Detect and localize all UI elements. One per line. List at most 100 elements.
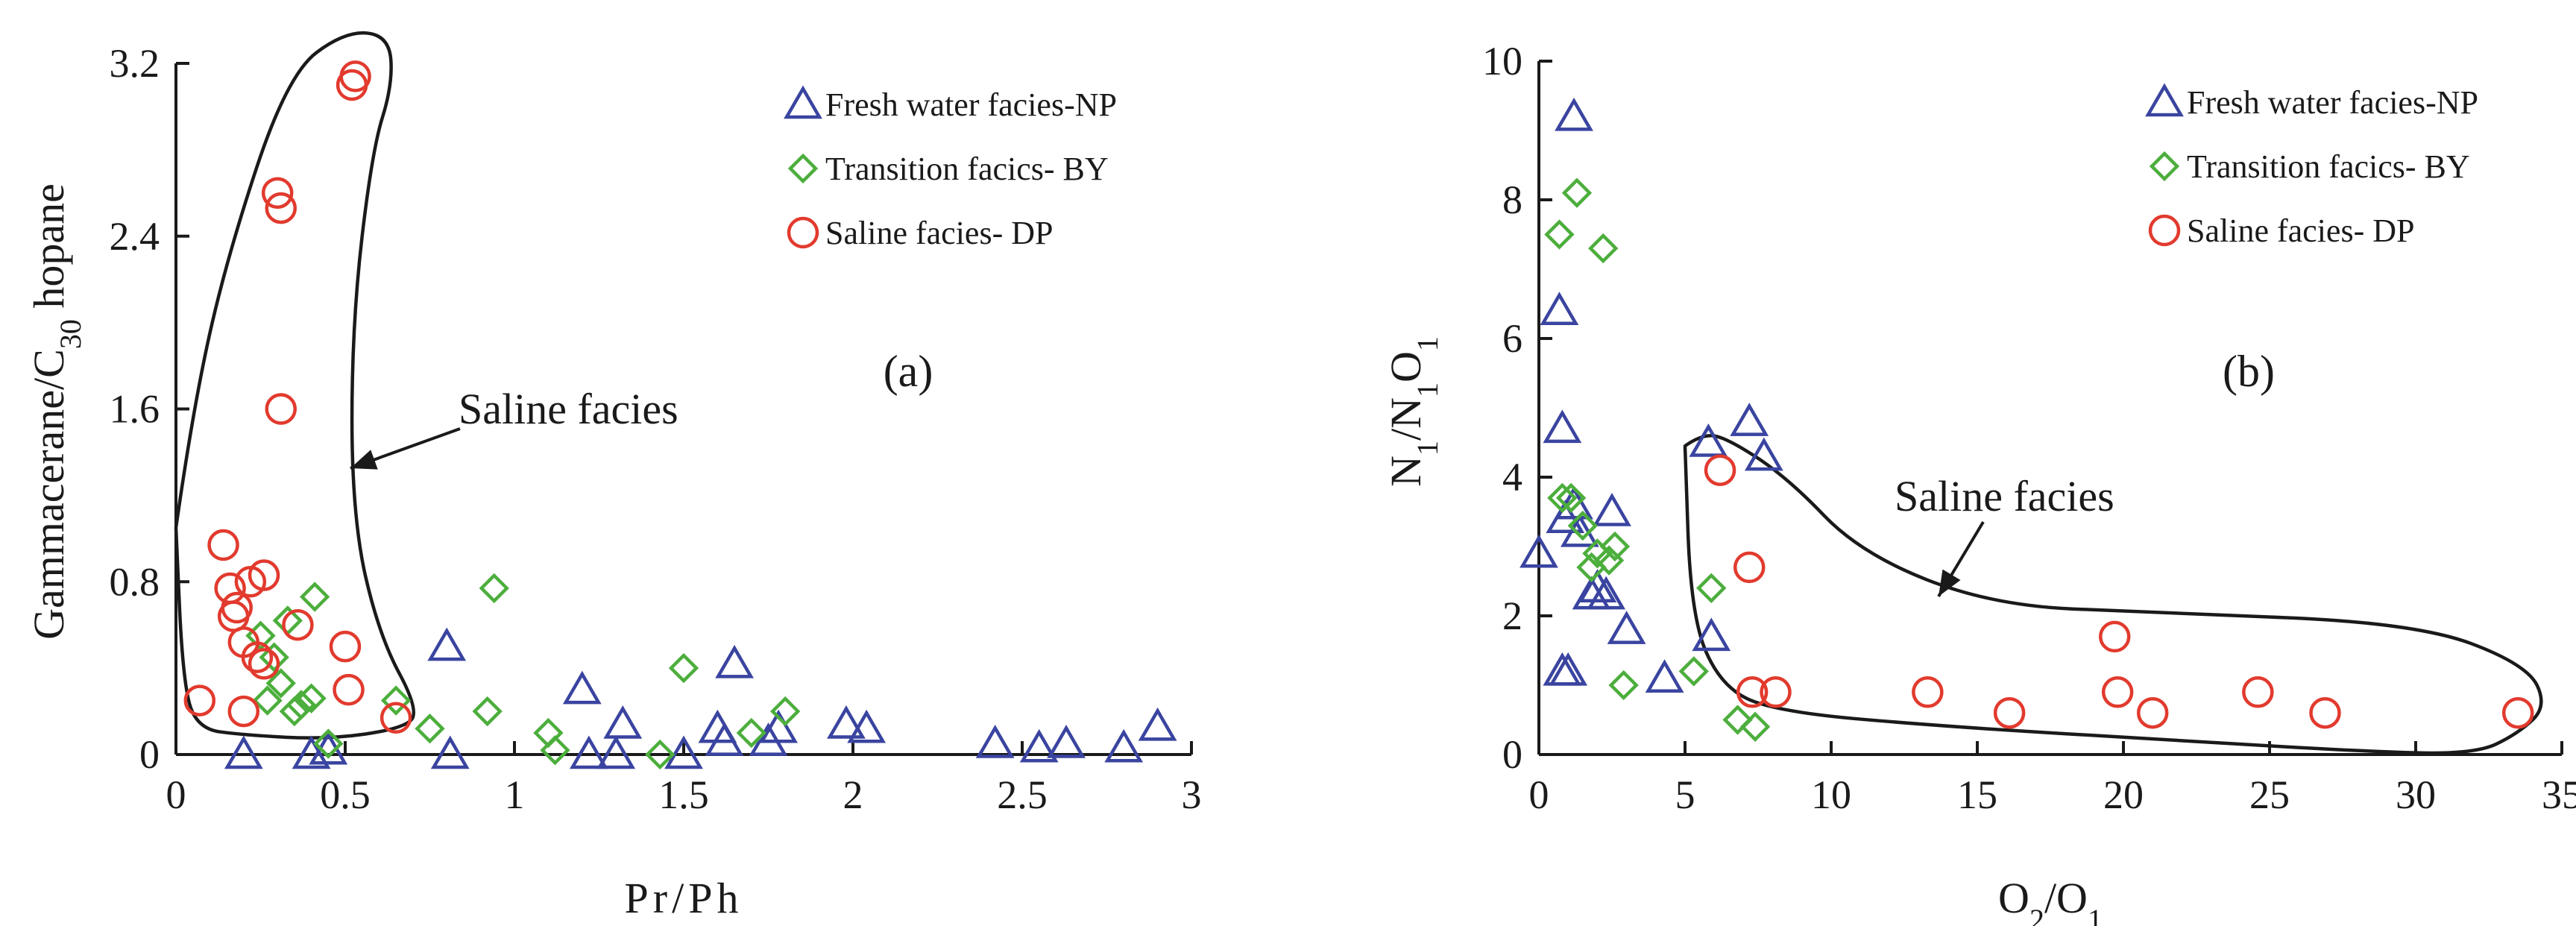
- data-point-circle: [265, 192, 297, 224]
- data-point-triangle: [292, 735, 331, 769]
- series-circle: [183, 60, 412, 734]
- data-point-diamond: [1547, 482, 1578, 514]
- series-triangle: [1520, 97, 1783, 693]
- data-point-triangle: [664, 735, 703, 769]
- legend-entry: Fresh water facies-NP: [2187, 84, 2478, 121]
- x-tick-label: 20: [2103, 772, 2144, 817]
- data-point-diamond: [1561, 177, 1593, 208]
- data-point-diamond: [286, 690, 317, 720]
- data-point-diamond: [279, 696, 310, 727]
- data-point-triangle: [427, 627, 467, 661]
- data-point-diamond: [259, 642, 289, 673]
- data-point-diamond: [299, 582, 330, 612]
- x-tick-label: 25: [2249, 772, 2290, 817]
- data-point-triangle: [1549, 652, 1588, 686]
- x-tick-label: 0.5: [320, 772, 371, 817]
- data-point-triangle: [1047, 725, 1086, 758]
- y-tick-label: 0: [139, 732, 160, 777]
- data-point-triangle: [1543, 652, 1582, 686]
- y-tick-label: 1.6: [110, 387, 160, 432]
- data-point-diamond: [736, 717, 766, 749]
- data-point-diamond: [296, 683, 327, 714]
- data-point-triangle: [1744, 437, 1783, 471]
- series-diamond: [245, 573, 801, 770]
- axes: 0 0.5 1 1.5 2 2.5 3 0 0.8 1.6 2.4 3.2: [110, 41, 1202, 817]
- data-point-circle: [2136, 696, 2169, 729]
- x-tick-label: 10: [1811, 772, 1851, 817]
- data-point-triangle: [705, 722, 744, 756]
- data-point-triangle: [1138, 707, 1177, 741]
- data-point-triangle: [759, 709, 799, 743]
- data-point-diamond: [1696, 573, 1727, 603]
- data-point-triangle: [569, 735, 608, 769]
- data-point-triangle: [1543, 409, 1582, 444]
- data-point-triangle: [1104, 728, 1144, 763]
- chart-panel-b: 0 5 10 15 20 25 30 35 0 2 4 6 8 10 Fresh water facies-…: [1382, 39, 2576, 926]
- data-point-diamond: [472, 696, 503, 727]
- legend-entry: Transition facics- BY: [2187, 148, 2470, 185]
- data-point-triangle: [1540, 292, 1579, 326]
- data-point-diamond: [1722, 705, 1753, 735]
- y-axis-title: Gammacerane/C30 hopane: [25, 183, 87, 640]
- legend-entry: Fresh water facies-NP: [825, 86, 1117, 123]
- x-tick-label: 2.5: [997, 772, 1048, 817]
- data-point-triangle: [603, 705, 643, 739]
- annotation-arrowhead: [350, 450, 378, 470]
- data-point-circle: [261, 177, 294, 210]
- legend-entry: Saline facies- DP: [825, 215, 1053, 251]
- x-tick-label: 35: [2542, 772, 2576, 817]
- annotation-label: Saline facies: [1895, 472, 2114, 520]
- data-point-circle: [265, 393, 297, 425]
- y-tick-label: 2: [1502, 593, 1522, 638]
- data-point-circle: [2101, 676, 2134, 708]
- legend-marker-diamond: [2149, 151, 2180, 182]
- x-tick-label: 1: [505, 772, 525, 817]
- data-point-triangle: [1692, 617, 1731, 652]
- y-tick-label: 0: [1502, 732, 1522, 777]
- data-point-diamond: [265, 668, 296, 699]
- x-tick-label: 0: [1529, 772, 1549, 817]
- data-point-diamond: [1555, 482, 1587, 514]
- data-point-circle: [329, 630, 362, 663]
- data-point-triangle: [847, 709, 887, 743]
- data-point-diamond: [380, 685, 412, 716]
- data-point-circle: [1993, 696, 2026, 729]
- data-point-circle: [248, 559, 280, 591]
- x-tick-label: 1.5: [658, 772, 709, 817]
- y-tick-label: 0.8: [110, 559, 160, 604]
- data-point-diamond: [313, 728, 344, 759]
- x-tick-label: 5: [1675, 772, 1695, 817]
- data-point-circle: [207, 529, 239, 561]
- data-point-circle: [227, 695, 260, 728]
- data-point-circle: [183, 684, 216, 716]
- data-point-triangle: [1019, 728, 1059, 763]
- data-point-circle: [339, 60, 371, 92]
- data-point-diamond: [1678, 656, 1709, 687]
- data-point-triangle: [715, 644, 755, 678]
- data-point-triangle: [1730, 403, 1769, 436]
- series-triangle: [224, 627, 1177, 769]
- y-axis-title: N1/N1O1: [1382, 336, 1444, 487]
- data-point-diamond: [668, 652, 699, 684]
- data-point-triangle: [827, 705, 866, 739]
- legend-marker-circle: [787, 216, 819, 249]
- x-tick-label: 3: [1182, 772, 1202, 817]
- data-point-diamond: [1608, 670, 1639, 701]
- data-point-diamond: [1567, 510, 1598, 541]
- data-point-circle: [1704, 454, 1736, 486]
- data-point-circle: [2501, 696, 2534, 729]
- data-point-diamond: [479, 573, 509, 604]
- data-point-triangle: [975, 725, 1015, 758]
- data-point-circle: [380, 702, 412, 734]
- data-point-circle: [1733, 551, 1766, 584]
- data-point-triangle: [1587, 576, 1626, 610]
- legend: Fresh water facies-NP Transition facics- …: [784, 85, 1117, 251]
- data-point-circle: [2242, 676, 2274, 708]
- panel-label: (b): [2223, 347, 2275, 396]
- data-point-circle: [1760, 676, 1792, 708]
- data-point-triangle: [1689, 423, 1728, 457]
- legend: Fresh water facies-NP Transition facics- …: [2145, 83, 2478, 249]
- data-point-triangle: [562, 670, 602, 705]
- data-point-triangle: [1555, 97, 1593, 131]
- data-point-triangle: [430, 735, 470, 769]
